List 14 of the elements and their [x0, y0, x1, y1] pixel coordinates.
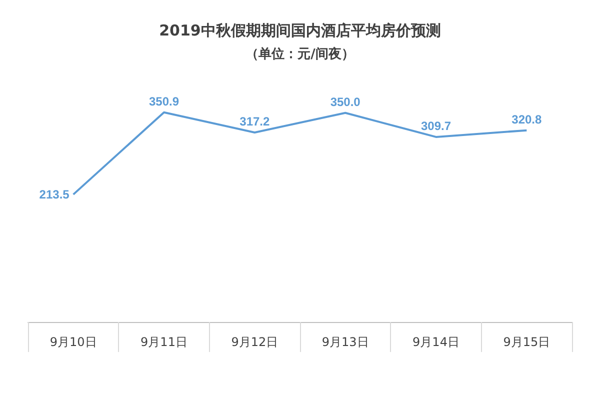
data-label: 213.5 [39, 187, 70, 202]
data-label: 317.2 [240, 114, 270, 128]
chart-subtitle: （单位：元/间夜） [246, 46, 354, 62]
x-tick-label: 9月11日 [140, 335, 188, 349]
x-tick-label: 9月12日 [231, 335, 278, 349]
x-tick-label: 9月14日 [412, 335, 460, 349]
x-tick-label: 9月13日 [322, 335, 369, 349]
data-label: 309.7 [420, 118, 452, 133]
data-label: 350.0 [330, 94, 361, 109]
data-label: 350.9 [148, 94, 180, 108]
x-tick-label: 9月10日 [50, 335, 97, 349]
x-tick-label: 9月15日 [503, 335, 550, 349]
chart-title: 2019中秋假期期间国内酒店平均房价预测 [159, 22, 441, 40]
data-label: 320.8 [512, 112, 542, 126]
